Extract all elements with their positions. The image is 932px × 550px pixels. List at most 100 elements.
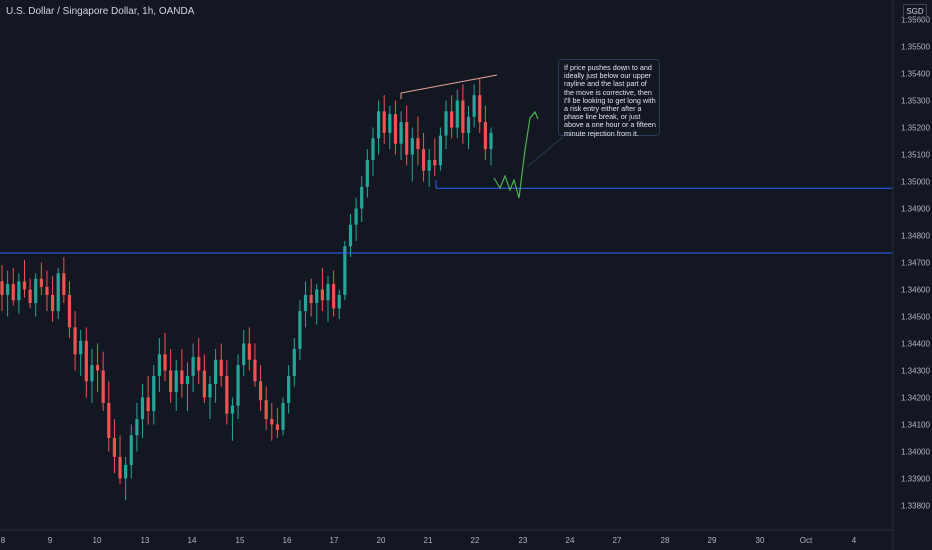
candles bbox=[0, 78, 493, 501]
candle-body[interactable] bbox=[118, 456, 122, 479]
candle-body[interactable] bbox=[258, 381, 263, 401]
candle-body[interactable] bbox=[348, 224, 353, 247]
candle-body[interactable] bbox=[242, 343, 246, 366]
candle-body[interactable] bbox=[433, 159, 437, 166]
candle-body[interactable] bbox=[478, 95, 482, 123]
candle-body[interactable] bbox=[28, 289, 32, 304]
candle-body[interactable] bbox=[50, 294, 55, 312]
candle-body[interactable] bbox=[101, 370, 105, 403]
candle-body[interactable] bbox=[466, 116, 471, 133]
candle-body[interactable] bbox=[45, 286, 49, 295]
candle-body[interactable] bbox=[388, 114, 392, 133]
candle-body[interactable] bbox=[174, 370, 178, 393]
candle-body[interactable] bbox=[472, 95, 476, 117]
candle-body[interactable] bbox=[56, 273, 60, 312]
candle-body[interactable] bbox=[208, 384, 212, 398]
candle-body[interactable] bbox=[157, 354, 161, 376]
candle-body[interactable] bbox=[320, 289, 324, 301]
candle-body[interactable] bbox=[146, 397, 150, 412]
projection-path[interactable] bbox=[493, 111, 536, 199]
candle-body[interactable] bbox=[84, 340, 88, 382]
candle-body[interactable] bbox=[275, 424, 280, 430]
candle-body[interactable] bbox=[461, 100, 465, 133]
candle-body[interactable] bbox=[247, 343, 251, 360]
candle-body[interactable] bbox=[489, 132, 493, 150]
candle-body[interactable] bbox=[292, 348, 296, 376]
time-tick-label: 24 bbox=[566, 536, 575, 545]
candle-body[interactable] bbox=[213, 359, 218, 384]
candle-body[interactable] bbox=[6, 284, 10, 295]
candle-body[interactable] bbox=[180, 370, 184, 385]
candle-body[interactable] bbox=[455, 100, 459, 128]
candle-body[interactable] bbox=[90, 365, 94, 382]
candle-body[interactable] bbox=[399, 122, 403, 144]
candle-body[interactable] bbox=[376, 111, 381, 139]
candle-body[interactable] bbox=[382, 111, 386, 133]
candle-body[interactable] bbox=[11, 284, 15, 301]
candle-body[interactable] bbox=[34, 278, 38, 303]
candle-body[interactable] bbox=[73, 327, 77, 355]
candle-body[interactable] bbox=[152, 375, 156, 411]
candle-body[interactable] bbox=[219, 359, 223, 376]
candle-body[interactable] bbox=[169, 370, 173, 393]
candle-body[interactable] bbox=[225, 375, 229, 414]
candle-body[interactable] bbox=[405, 122, 409, 155]
candle-body[interactable] bbox=[309, 294, 313, 303]
candle-body[interactable] bbox=[230, 405, 235, 414]
time-tick-label: 15 bbox=[236, 536, 245, 545]
candle-body[interactable] bbox=[410, 138, 414, 155]
candle-body[interactable] bbox=[236, 365, 240, 406]
rayline[interactable] bbox=[400, 74, 498, 94]
candle-body[interactable] bbox=[95, 365, 100, 371]
time-tick-label: 23 bbox=[519, 536, 528, 545]
candle-body[interactable] bbox=[343, 246, 347, 295]
candle-body[interactable] bbox=[483, 122, 487, 150]
candle-body[interactable] bbox=[39, 278, 43, 287]
candle-body[interactable] bbox=[281, 402, 285, 430]
candle-body[interactable] bbox=[438, 135, 443, 166]
candle-body[interactable] bbox=[79, 340, 83, 355]
candle-body[interactable] bbox=[332, 284, 336, 309]
candle-body[interactable] bbox=[354, 208, 358, 225]
candle-body[interactable] bbox=[337, 294, 341, 309]
candle-body[interactable] bbox=[140, 397, 145, 420]
price-tick-label: 1.35000 bbox=[901, 178, 930, 187]
candle-body[interactable] bbox=[371, 138, 375, 160]
candle-body[interactable] bbox=[22, 281, 27, 290]
candle-body[interactable] bbox=[202, 370, 206, 398]
candle-body[interactable] bbox=[112, 438, 117, 457]
candle-body[interactable] bbox=[197, 357, 201, 371]
candle-body[interactable] bbox=[450, 111, 454, 128]
candle-body[interactable] bbox=[253, 359, 257, 382]
candle-body[interactable] bbox=[444, 111, 448, 136]
candle-body[interactable] bbox=[326, 284, 330, 301]
candle-body[interactable] bbox=[0, 281, 4, 295]
candle-body[interactable] bbox=[185, 375, 190, 384]
candle-body[interactable] bbox=[107, 402, 111, 438]
candle-body[interactable] bbox=[427, 159, 431, 171]
candle-body[interactable] bbox=[129, 435, 133, 465]
candle-body[interactable] bbox=[393, 114, 398, 144]
annotation-callout[interactable]: If price pushes down to and ideally just… bbox=[558, 59, 660, 137]
candle-body[interactable] bbox=[124, 465, 128, 479]
candle-body[interactable] bbox=[315, 289, 319, 304]
time-tick-label: 9 bbox=[48, 536, 53, 545]
candle-body[interactable] bbox=[421, 149, 426, 171]
candle-body[interactable] bbox=[191, 357, 195, 376]
time-axis: 8 9 10 13 14 15 16 17 20 21 22 23 24 27 28 29 30 Oct 4 bbox=[0, 529, 893, 545]
candle-body[interactable] bbox=[365, 159, 369, 187]
candle-body[interactable] bbox=[360, 186, 364, 209]
candle-body[interactable] bbox=[264, 400, 268, 420]
candle-body[interactable] bbox=[298, 311, 302, 349]
candle-body[interactable] bbox=[163, 354, 167, 371]
candle-body[interactable] bbox=[17, 281, 21, 301]
candle-body[interactable] bbox=[287, 375, 291, 403]
candle-body[interactable] bbox=[135, 419, 139, 436]
candle-body[interactable] bbox=[303, 294, 308, 312]
candle-body[interactable] bbox=[270, 419, 274, 425]
candle-body[interactable] bbox=[416, 138, 420, 150]
currency-badge[interactable]: SGD bbox=[903, 4, 927, 19]
candle-body[interactable] bbox=[67, 294, 72, 328]
candle-body[interactable] bbox=[62, 273, 66, 295]
